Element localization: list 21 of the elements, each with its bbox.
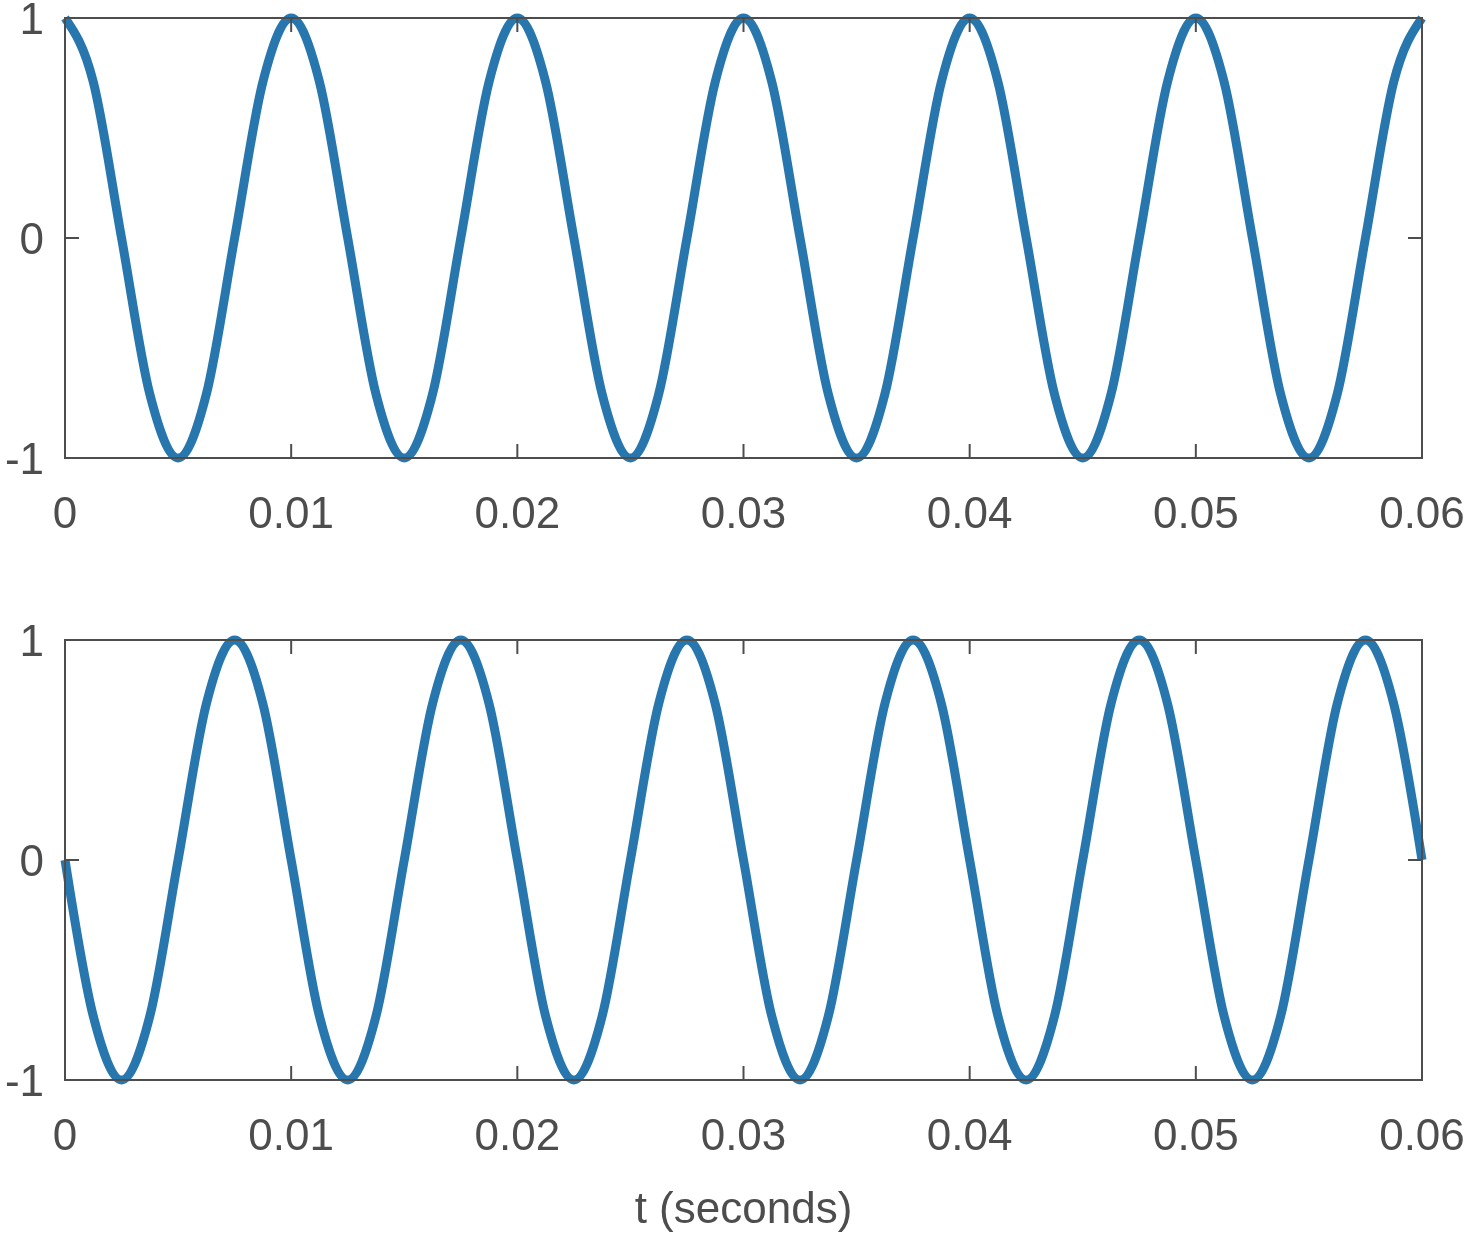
x-tick-label: 0.05 — [1153, 488, 1239, 537]
x-tick-label: 0.01 — [248, 1110, 334, 1159]
x-axis-title: t (seconds) — [634, 1183, 853, 1232]
x-tick-label: 0.04 — [926, 1110, 1013, 1159]
x-tick-label: 0.01 — [248, 488, 334, 537]
y-tick-label: -1 — [4, 434, 44, 483]
y-tick-label: 1 — [19, 0, 44, 43]
y-tick-label: 1 — [19, 616, 44, 665]
x-tick-label: 0.02 — [474, 1110, 561, 1159]
x-tick-label: 0.04 — [926, 488, 1013, 537]
y-tick-label: -1 — [4, 1056, 44, 1105]
x-tick-label: 0.06 — [1379, 488, 1465, 537]
x-tick-label: 0.05 — [1153, 1110, 1239, 1159]
x-tick-label: 0.06 — [1379, 1110, 1465, 1159]
x-tick-label: 0.03 — [700, 1110, 787, 1159]
y-tick-label: 0 — [19, 214, 44, 263]
y-tick-label: 0 — [19, 836, 44, 885]
x-tick-label: 0 — [52, 1110, 78, 1159]
x-tick-label: 0.02 — [474, 488, 561, 537]
x-tick-label: 0.03 — [700, 488, 787, 537]
x-tick-label: 0 — [52, 488, 78, 537]
